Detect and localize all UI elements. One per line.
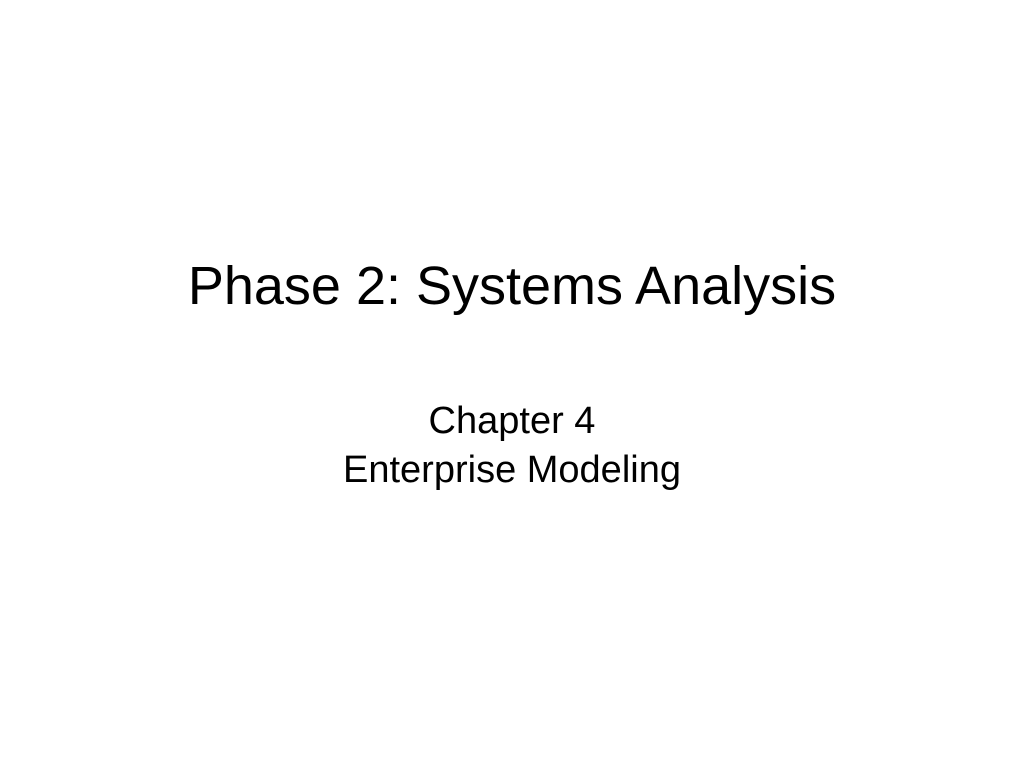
slide-title: Phase 2: Systems Analysis [188,255,836,317]
subtitle-line-2: Enterprise Modeling [343,446,681,495]
slide-subtitle: Chapter 4 Enterprise Modeling [343,397,681,496]
subtitle-line-1: Chapter 4 [343,397,681,446]
